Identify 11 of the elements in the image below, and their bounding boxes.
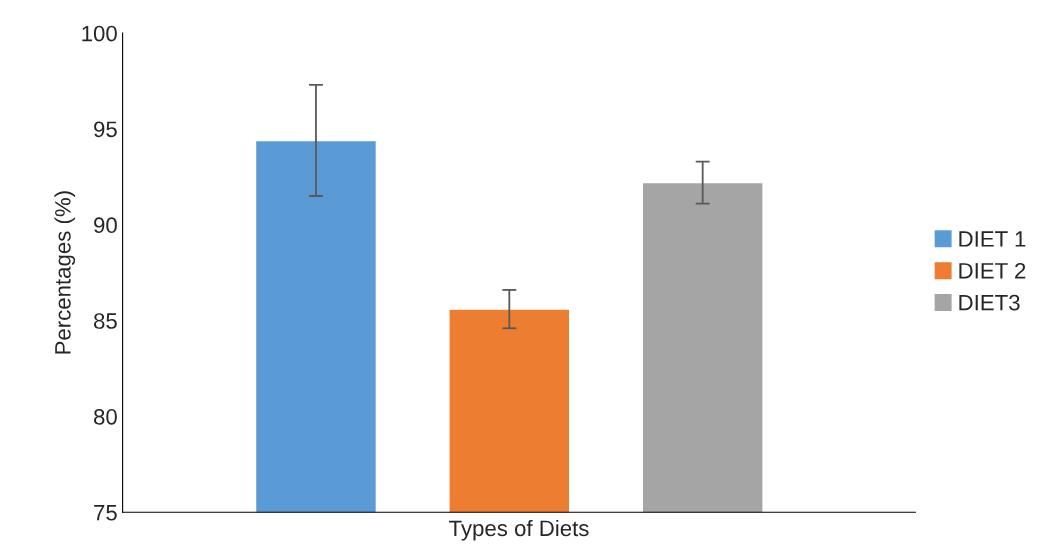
legend-label: DIET3 xyxy=(959,294,1020,311)
y-tick-label: 100 xyxy=(82,25,117,42)
legend-label: DIET 2 xyxy=(959,262,1026,279)
y-tick-label: 80 xyxy=(94,408,117,425)
y-tick-label: 95 xyxy=(94,121,117,138)
y-axis-title: Percentages (%) xyxy=(54,191,76,354)
y-tick-label: 90 xyxy=(94,217,117,234)
y-tick-label: 75 xyxy=(94,505,117,521)
legend-label: DIET 1 xyxy=(959,231,1026,247)
y-tick-label: 85 xyxy=(94,313,117,329)
x-axis-title: Types of Diets xyxy=(449,519,589,541)
